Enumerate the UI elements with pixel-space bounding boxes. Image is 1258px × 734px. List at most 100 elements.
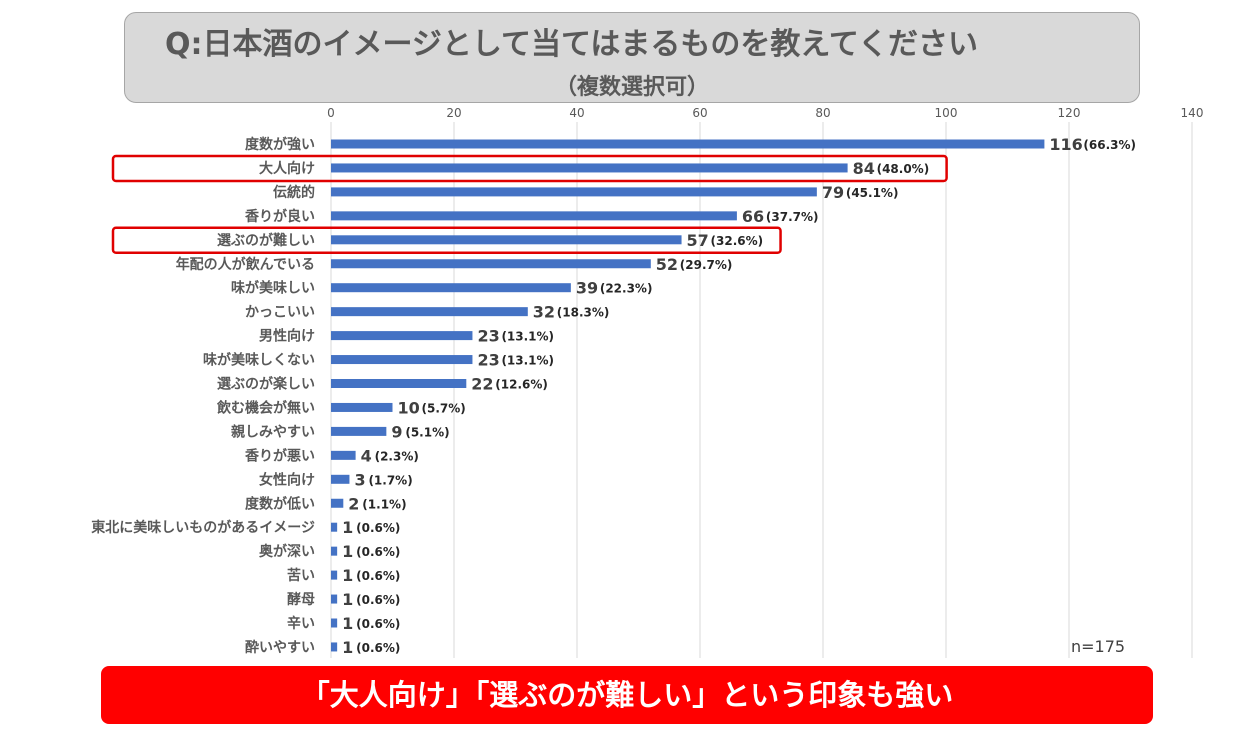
bar: [331, 642, 338, 652]
highlight-box: [111, 154, 948, 183]
bar: [331, 402, 393, 412]
percent-label: (22.3%): [600, 282, 653, 296]
category-label: 選ぶのが楽しい: [217, 376, 315, 393]
percent-label: (32.6%): [711, 234, 764, 248]
value-label: 39: [576, 279, 598, 298]
bar: [331, 355, 473, 365]
category-label: 大人向け: [259, 160, 315, 177]
x-tick-label: 20: [446, 106, 461, 120]
category-label: 度数が強い: [245, 136, 315, 153]
bar: [331, 331, 473, 341]
value-label: 9: [391, 422, 402, 441]
value-label: 1: [342, 542, 353, 561]
percent-label: (2.3%): [375, 449, 419, 463]
percent-label: (0.6%): [356, 569, 400, 583]
value-label: 23: [477, 351, 499, 370]
category-label: 酵母: [287, 591, 315, 608]
value-label: 32: [533, 303, 555, 322]
bar: [331, 163, 848, 173]
percent-label: (5.1%): [405, 425, 449, 439]
bar: [331, 187, 817, 197]
percent-label: (0.6%): [356, 593, 400, 607]
category-label: 男性向け: [259, 328, 315, 345]
x-tick-label: 140: [1181, 106, 1204, 120]
percent-label: (0.6%): [356, 641, 400, 655]
category-label: 度数が低い: [245, 495, 315, 512]
bar: [331, 211, 737, 221]
percent-label: (66.3%): [1083, 138, 1136, 152]
value-label: 1: [342, 590, 353, 609]
bar: [331, 594, 338, 604]
title-box: Q:日本酒のイメージとして当てはまるものを教えてください （複数選択可）: [124, 12, 1140, 103]
bar: [331, 570, 338, 580]
percent-label: (48.0%): [877, 162, 930, 176]
percent-label: (1.7%): [368, 473, 412, 487]
bar: [331, 259, 651, 269]
bar: [331, 139, 1045, 149]
x-tick-label: 100: [935, 106, 958, 120]
percent-label: (13.1%): [501, 354, 554, 368]
chart-title: Q:日本酒のイメージとして当てはまるものを教えてください: [165, 27, 978, 62]
category-label: 選ぶのが難しい: [217, 232, 315, 249]
percent-label: (45.1%): [846, 186, 899, 200]
bar: [331, 474, 350, 484]
x-tick-label: 120: [1058, 106, 1081, 120]
category-label: 飲む機会が無い: [216, 399, 315, 416]
x-tick-label: 60: [692, 106, 707, 120]
value-label: 22: [471, 375, 493, 394]
category-label: 女性向け: [259, 471, 315, 488]
category-label: 親しみやすい: [231, 423, 315, 440]
value-label: 116: [1049, 135, 1082, 154]
highlight-box: [111, 226, 782, 255]
percent-label: (12.6%): [495, 378, 548, 392]
value-label: 1: [342, 518, 353, 537]
x-tick-label: 40: [569, 106, 584, 120]
value-label: 79: [822, 183, 844, 202]
value-label: 66: [742, 207, 764, 226]
bar: [331, 618, 338, 628]
bar: [331, 498, 344, 508]
category-label: 年配の人が飲んでいる: [176, 256, 315, 273]
conclusion-banner: 「大人向け」「選ぶのが難しい」という印象も強い: [101, 666, 1153, 724]
value-label: 10: [398, 398, 420, 417]
bar: [331, 283, 571, 293]
category-label: かっこいい: [245, 305, 315, 321]
category-label: 辛い: [287, 615, 315, 632]
category-label: 味が美味しい: [231, 280, 315, 297]
bar: [331, 450, 356, 460]
x-tick-label: 0: [327, 106, 335, 120]
value-label: 1: [342, 638, 353, 657]
bar: [331, 307, 528, 317]
percent-label: (37.7%): [766, 210, 819, 224]
percent-label: (18.3%): [557, 306, 610, 320]
value-label: 2: [348, 494, 359, 513]
value-label: 52: [656, 255, 678, 274]
x-tick-label: 80: [815, 106, 830, 120]
chart-subtitle: （複数選択可）: [554, 75, 709, 100]
bar: [331, 546, 338, 556]
bar: [331, 235, 682, 245]
percent-label: (13.1%): [501, 330, 554, 344]
percent-label: (1.1%): [362, 497, 406, 511]
category-label: 香りが悪い: [244, 447, 315, 464]
category-label: 東北に美味しいものがあるイメージ: [91, 519, 315, 536]
percent-label: (5.7%): [422, 401, 466, 415]
value-label: 57: [687, 231, 709, 250]
bar: [331, 522, 338, 532]
value-label: 84: [853, 159, 875, 178]
category-label: 香りが良い: [244, 208, 315, 225]
category-label: 苦い: [287, 567, 315, 584]
percent-label: (0.6%): [356, 521, 400, 535]
category-label: 味が美味しくない: [203, 352, 315, 369]
category-label: 奥が深い: [259, 543, 315, 560]
bar: [331, 379, 467, 388]
bar: [331, 426, 387, 436]
category-label: 酔いやすい: [245, 639, 315, 656]
category-label: 伝統的: [273, 184, 315, 201]
value-label: 1: [342, 614, 353, 633]
value-label: 1: [342, 566, 353, 585]
percent-label: (29.7%): [680, 258, 733, 272]
value-label: 23: [477, 327, 499, 346]
sample-size-label: n=175: [1071, 637, 1126, 656]
